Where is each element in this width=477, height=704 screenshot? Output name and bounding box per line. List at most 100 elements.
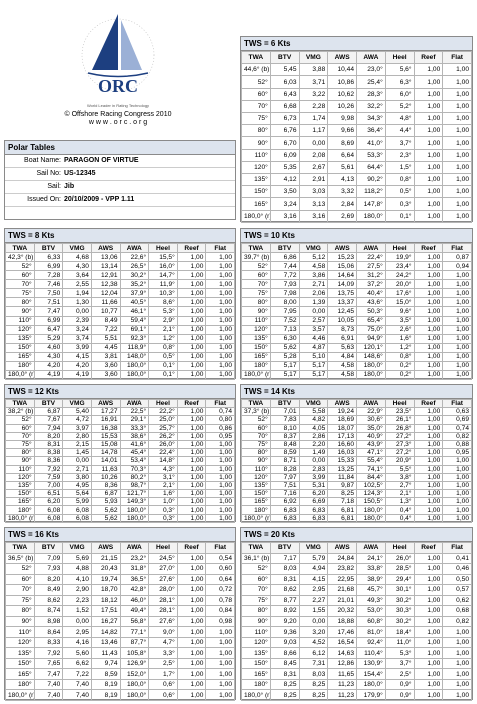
cell: 13,46 (90, 636, 121, 649)
cell: 10,62 (327, 87, 357, 101)
column-header: Heel (384, 542, 415, 554)
cell: 1,00 (442, 63, 472, 77)
cell: 75° (5, 439, 35, 450)
cell: 41,6° (119, 439, 150, 450)
cell: 75° (241, 594, 271, 607)
row: 70° 7,93 2,71 14,09 37,2° 20,0° 1,00 1,00 (241, 279, 472, 290)
row: 36,5° (b) 7,09 5,69 21,15 23,2° 24,5° 1,00 0,54 (5, 552, 235, 565)
cell: 35,0° (356, 423, 386, 433)
cell: 2,55 (62, 279, 92, 290)
header-row: TWA BTV VMG AWS AWA Heel Reef Flat (5, 242, 235, 254)
cell: 180,0° (r) (241, 513, 271, 524)
cell: 6,51 (33, 489, 64, 499)
cell: 1,00 (205, 270, 235, 281)
cell: 1,00 (205, 657, 235, 670)
cell: 135° (241, 173, 271, 187)
cell: 1,00 (413, 513, 444, 524)
polar-table: TWS = 8 Kts TWA BTV VMG AWS AWA Heel Reef Flat 42… (4, 228, 236, 381)
cell: 179,9° (356, 689, 386, 701)
cell: 30,1° (384, 584, 415, 596)
header-row: TWA BTV VMG AWS AWA Heel Reef Flat (5, 542, 235, 554)
cell: 1,00 (413, 448, 444, 458)
field-value: US-12345 (64, 170, 96, 177)
cell: 3,16 (269, 209, 300, 224)
cell: 8,45 (269, 657, 300, 670)
column-header: Flat (442, 50, 472, 65)
cell: 180° (5, 360, 35, 371)
cell: 2,28 (298, 99, 329, 114)
cell: 120° (5, 636, 35, 649)
cell: 1,00 (413, 472, 444, 482)
cell: 27,2° (384, 431, 415, 441)
cell: 3,80 (62, 472, 92, 482)
cell: 74,1° (356, 464, 386, 474)
cell: 1,00 (442, 689, 472, 701)
row: 180° 5,17 5,17 4,58 180,0° 0,2° 1,00 1,00 (241, 360, 472, 371)
row: 60° 6,43 3,22 10,62 28,3° 6,0° 1,00 1,00 (241, 87, 472, 101)
cell: 4,15 (298, 573, 329, 586)
cell: 4,19 (33, 369, 64, 381)
field-label: Sail: (47, 183, 61, 190)
cell: 1,00 (205, 636, 235, 649)
row: 70° 8,62 2,95 21,68 45,7° 30,1° 1,00 0,57 (241, 584, 472, 596)
table: TWA BTV VMG AWS AWA Heel Reef Flat 36,5° (b) 7,09… (5, 542, 235, 701)
cell: 5,60 (62, 647, 92, 659)
cell: 5,28 (269, 351, 300, 362)
cell: 1,00 (442, 270, 472, 281)
cell: 1,00 (442, 306, 472, 317)
column-header: AWA (356, 398, 386, 409)
column-header: TWA (241, 398, 271, 409)
cell: 5,3° (148, 306, 178, 317)
cell: 8,77 (269, 594, 300, 607)
cell: 0,68 (442, 605, 472, 617)
cell: 1,00 (176, 552, 207, 565)
cell: 47,1° (356, 448, 386, 458)
cell: 18,07 (327, 423, 357, 433)
cell: 6,08 (62, 513, 92, 524)
cell: 1,00 (205, 261, 235, 272)
cell: 7,13 (269, 324, 300, 335)
cell: 20,0° (384, 279, 415, 290)
cell: 20,43 (90, 563, 121, 575)
cell: 92,4° (356, 636, 386, 649)
cell: 4,4° (384, 124, 415, 138)
cell: 0,74 (205, 407, 235, 417)
cell: 152,0° (119, 668, 150, 680)
cell: 90° (241, 615, 271, 628)
cell: 42,8° (119, 584, 150, 596)
cell: 0,64 (205, 573, 235, 586)
row: 80° 8,38 1,45 14,78 45,4° 22,4° 1,00 1,00 (5, 448, 235, 458)
cell: 7,59 (33, 472, 64, 482)
cell: 8,62 (269, 584, 300, 596)
cell: 3,7° (384, 657, 415, 670)
cell: 2,91 (298, 173, 329, 187)
cell: 30,2° (384, 615, 415, 628)
cell: 7,31 (298, 657, 329, 670)
cell: 75° (241, 439, 271, 450)
cell: 4,13 (327, 173, 357, 187)
polar-table: TWS = 10 Kts TWA BTV VMG AWS AWA Heel Reef Flat 3… (240, 228, 473, 381)
cell: 1,00 (442, 148, 472, 162)
cell: 5,31 (298, 480, 329, 491)
cell: 60° (241, 270, 271, 281)
cell: 16,03 (327, 448, 357, 458)
cell: 9,03 (269, 636, 300, 649)
cell: 9,0° (148, 626, 178, 638)
cell: 22,5° (119, 407, 150, 417)
cell: 77,1° (119, 626, 150, 638)
cell: 19,74 (90, 573, 121, 586)
cell: 17,51 (90, 605, 121, 617)
cell: 6,20 (298, 489, 329, 499)
cell: 3,20 (298, 626, 329, 638)
cell: 8,36 (90, 480, 121, 491)
cell: 1,00 (442, 369, 472, 381)
cell: 1,00 (442, 626, 472, 638)
cell: 6,70 (269, 136, 300, 150)
table-title: TWS = 8 Kts (5, 229, 235, 243)
cell: 1,00 (442, 160, 472, 175)
cell: 4,58 (298, 261, 329, 272)
cell: 22,95 (327, 573, 357, 586)
cell: 14,64 (327, 270, 357, 281)
cell: 2,06 (298, 288, 329, 299)
